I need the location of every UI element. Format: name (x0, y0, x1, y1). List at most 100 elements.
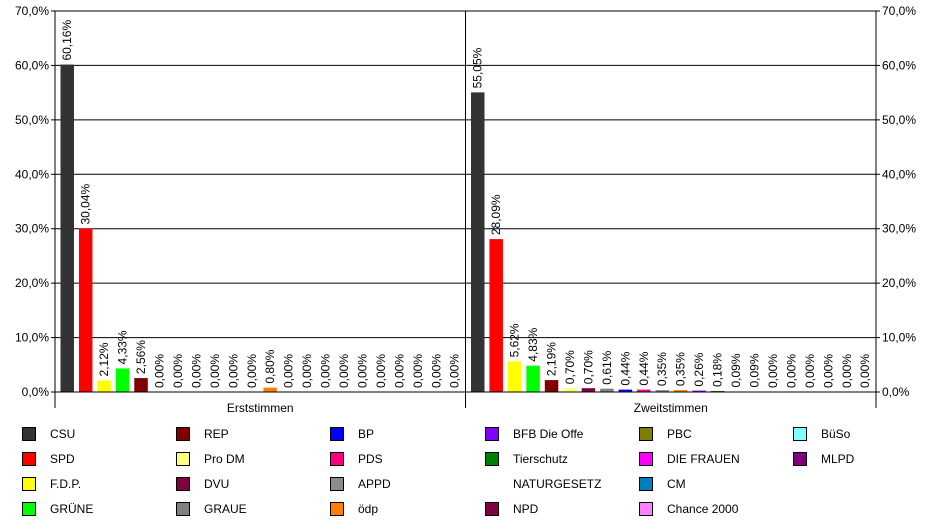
data-label: 0,44% (618, 351, 632, 385)
legend-item: REP (176, 426, 229, 442)
data-label: 2,12% (97, 342, 111, 376)
y-tick-label-right: 70,0% (882, 4, 916, 18)
bar (600, 388, 614, 392)
data-label: 0,35% (674, 352, 688, 386)
legend-label: Chance 2000 (667, 502, 739, 516)
y-tick-label-right: 50,0% (882, 113, 916, 127)
bar (618, 389, 633, 392)
legend-swatch (639, 502, 653, 516)
data-label: 4,83% (526, 327, 540, 361)
legend-item: NATURGESETZ (485, 476, 601, 492)
legend-label: APPD (358, 477, 391, 491)
legend: CSU SPD F.D.P. GRÜNE REP Pro DM DVU GRAUE BP PDS A… (0, 418, 938, 530)
legend-swatch (22, 452, 36, 466)
legend-label: BP (358, 427, 375, 441)
legend-item: Chance 2000 (639, 501, 738, 517)
bar (97, 380, 111, 392)
y-tick-label-left: 30,0% (15, 222, 49, 236)
data-label: 28,09% (489, 194, 503, 235)
data-label: 5,62% (508, 323, 522, 357)
legend-label: SPD (50, 452, 75, 466)
legend-label: GRAUE (204, 502, 247, 516)
legend-label: DIE FRAUEN (667, 452, 740, 466)
legend-item: SPD (22, 451, 75, 467)
data-label: 0,00% (374, 354, 388, 388)
legend-swatch (485, 452, 499, 466)
legend-label: DVU (204, 477, 230, 491)
legend-swatch (485, 427, 499, 441)
bar (115, 368, 130, 392)
y-tick-label-right: 40,0% (882, 167, 916, 181)
legend-label: NATURGESETZ (513, 477, 602, 491)
x-category-label: Zweitstimmen (634, 401, 708, 415)
y-tick-label-left: 70,0% (15, 4, 49, 18)
legend-label: NPD (513, 502, 539, 516)
data-label: 0,00% (153, 354, 167, 388)
bar (489, 239, 503, 392)
bar (544, 380, 559, 392)
legend-item: CM (639, 476, 686, 492)
legend-label: REP (204, 427, 229, 441)
legend-item: CSU (22, 426, 75, 442)
data-label: 0,35% (655, 352, 669, 386)
bar (673, 390, 688, 392)
y-tick-label-left: 50,0% (15, 113, 49, 127)
data-label: 0,00% (319, 354, 333, 388)
data-label: 0,00% (411, 354, 425, 388)
data-label: 0,00% (821, 354, 835, 388)
data-label: 0,09% (729, 353, 743, 387)
legend-swatch (176, 477, 190, 491)
y-tick-label-right: 0,0% (882, 385, 910, 399)
legend-item: BP (330, 426, 374, 442)
data-label: 0,00% (784, 354, 798, 388)
legend-item: GRAUE (176, 501, 247, 517)
legend-label: GRÜNE (50, 502, 94, 516)
legend-item: ödp (330, 501, 378, 517)
bar (471, 92, 485, 392)
legend-label: Pro DM (204, 452, 245, 466)
legend-label: Tierschutz (513, 452, 568, 466)
legend-label: CM (667, 477, 686, 491)
data-label: 0,00% (189, 354, 203, 388)
legend-label: MLPD (821, 452, 855, 466)
x-category-label: Erststimmen (227, 401, 294, 415)
y-tick-label-left: 10,0% (15, 331, 49, 345)
legend-item: BFB Die Offe (485, 426, 583, 442)
legend-item: DIE FRAUEN (639, 451, 740, 467)
bar (526, 365, 540, 392)
legend-swatch (22, 427, 36, 441)
legend-item: PBC (639, 426, 692, 442)
y-tick-label-right: 60,0% (882, 58, 916, 72)
data-label: 0,00% (208, 354, 222, 388)
data-label: 0,18% (711, 353, 725, 387)
legend-item: BüSo (793, 426, 850, 442)
data-label: 0,00% (392, 354, 406, 388)
legend-label: BüSo (821, 427, 851, 441)
data-label: 0,00% (300, 354, 314, 388)
legend-item: Tierschutz (485, 451, 568, 467)
bar (60, 64, 74, 393)
legend-swatch (330, 452, 344, 466)
legend-swatch (22, 502, 36, 516)
y-tick-label-left: 20,0% (15, 276, 49, 290)
data-label: 0,26% (692, 352, 706, 386)
data-label: 0,09% (748, 353, 762, 387)
y-tick-label-right: 30,0% (882, 222, 916, 236)
bar (637, 389, 651, 392)
legend-item: APPD (330, 476, 391, 492)
data-label: 0,70% (581, 350, 595, 384)
data-label: 0,00% (429, 354, 443, 388)
data-label: 0,61% (600, 350, 614, 384)
legend-label: F.D.P. (50, 477, 82, 491)
data-label: 0,00% (245, 354, 259, 388)
legend-label: PBC (667, 427, 692, 441)
legend-swatch (639, 427, 653, 441)
legend-item: PDS (330, 451, 383, 467)
data-label: 0,44% (637, 351, 651, 385)
legend-item: GRÜNE (22, 501, 93, 517)
bar (263, 387, 277, 392)
data-label: 0,00% (803, 354, 817, 388)
legend-item: DVU (176, 476, 229, 492)
legend-item: F.D.P. (22, 476, 81, 492)
data-label: 0,00% (448, 354, 462, 388)
